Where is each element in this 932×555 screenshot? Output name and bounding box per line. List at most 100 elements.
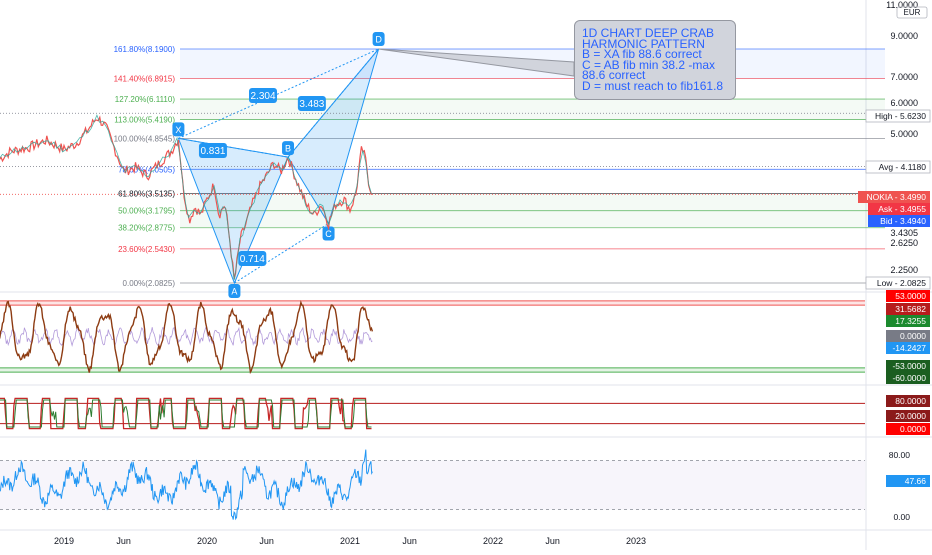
- time-axis-label: 2022: [483, 536, 503, 546]
- osc2-axis-badge: [886, 395, 930, 407]
- osc3-line: [0, 449, 373, 521]
- annotation-line: D = must reach to fib161.8: [582, 78, 724, 93]
- ratio-text: 0.714: [240, 254, 265, 265]
- pattern-point-label: B: [285, 144, 291, 154]
- osc2-axis-badge: [886, 410, 930, 422]
- osc2-axis-badge: [886, 423, 930, 435]
- osc1-axis-text: 17.3255: [895, 316, 926, 326]
- fib-level-label: 0.00%(2.0825): [123, 279, 176, 288]
- ratio-badge: [249, 88, 278, 103]
- fib-level-label: 50.00%(3.1795): [118, 207, 175, 216]
- annotation-line: B = XA fib 88.6 correct: [582, 47, 702, 61]
- pattern-point-label: C: [325, 229, 332, 239]
- price-axis-badge-text: High - 5.6230: [875, 111, 926, 121]
- osc1-axis-text: -53.0000: [892, 361, 926, 371]
- pattern-dotted-bd: [287, 48, 379, 158]
- osc2-signal-line: [0, 399, 372, 428]
- ratio-badge: [238, 251, 267, 266]
- price-axis-badge-text: Bid - 3.4940: [880, 216, 926, 226]
- osc1-axis-badge: [886, 372, 930, 384]
- annotation-box[interactable]: 1D CHART DEEP CRAB HARMONIC PATTERN B = …: [574, 20, 736, 100]
- price-axis-tick: 2.6250: [890, 238, 918, 248]
- pattern-dotted-xb: [178, 137, 289, 158]
- time-axis-label: 2019: [54, 536, 74, 546]
- time-axis-label: Jun: [259, 536, 274, 546]
- ratio-text: 3.483: [299, 99, 324, 110]
- price-axis-badge-text: Avg - 4.1180: [879, 162, 927, 172]
- ratio-text: 2.304: [250, 91, 275, 102]
- price-axis-badge: [865, 276, 931, 290]
- osc1-axis-badge: [886, 360, 930, 372]
- fib-band: [180, 99, 885, 120]
- price-axis-tick: 7.0000: [890, 72, 918, 82]
- osc1-line: [0, 299, 374, 375]
- fib-level-label: 61.80%(3.5135): [118, 190, 175, 199]
- pattern-dotted-xd: [178, 48, 379, 139]
- osc2-line: [0, 397, 372, 430]
- price-axis-badge: [868, 203, 930, 215]
- price-axis-badge: [868, 215, 930, 227]
- pattern-point-label: D: [375, 35, 382, 45]
- osc3-axis-text: 80.00: [889, 450, 911, 460]
- price-axis-tick: 6.0000: [890, 98, 918, 108]
- pattern-point-badge: [172, 122, 185, 137]
- fib-level-label: 127.20%(6.1110): [115, 95, 176, 104]
- price-axis-badge-text: NOKIA - 3.4990: [866, 192, 926, 202]
- pattern-triangle-xab: [177, 137, 289, 285]
- price-axis-tick: 9.0000: [890, 31, 918, 41]
- price-axis-tick: 11.0000: [886, 0, 918, 10]
- fib-level-label: 38.20%(2.8775): [118, 224, 175, 233]
- time-axis-label: 2020: [197, 536, 217, 546]
- osc1-axis-badge: [886, 290, 930, 302]
- pattern-point-badge: [282, 141, 295, 156]
- osc1-lower-band: [0, 367, 865, 373]
- osc1-secondary-line: [0, 326, 373, 347]
- annotation-line: 1D CHART DEEP CRAB: [582, 26, 715, 40]
- annotation-line: 88.6 correct: [582, 68, 646, 82]
- fib-level-label: 161.80%(8.1900): [114, 45, 176, 54]
- currency-label: EUR: [904, 8, 921, 17]
- price-axis-badge: [865, 109, 931, 123]
- osc3-band: [0, 460, 865, 510]
- price-axis-badge: [865, 160, 931, 174]
- time-axis-label: 2023: [626, 536, 646, 546]
- price-series-line: [0, 114, 372, 280]
- price-axis-tick: 5.0000: [890, 129, 918, 139]
- osc3-axis-text: 47.66: [905, 476, 927, 486]
- pattern-dotted-ac: [234, 223, 329, 284]
- time-axis-label: 2021: [340, 536, 360, 546]
- pattern-point-label: A: [231, 287, 237, 297]
- time-axis-label: Jun: [545, 536, 560, 546]
- price-axis-tick: 2.2500: [890, 265, 918, 275]
- price-axis-tick: 3.4305: [890, 228, 918, 238]
- ratio-badge: [198, 143, 227, 158]
- osc2-axis-text: 80.0000: [895, 396, 926, 406]
- price-axis-badge: [858, 191, 930, 203]
- osc1-axis-text: 31.5682: [895, 304, 926, 314]
- osc2-axis-text: 0.0000: [900, 424, 926, 434]
- ratio-text: 0.831: [200, 146, 225, 157]
- osc1-axis-badge: [886, 330, 930, 342]
- ratio-badge: [297, 96, 326, 111]
- annotation-line: C = AB fib min 38.2 -max: [582, 57, 716, 72]
- osc1-upper-band: [0, 300, 865, 306]
- pattern-point-badge: [322, 226, 335, 241]
- currency-box: [896, 6, 928, 19]
- pattern-point-badge: [228, 284, 241, 298]
- fib-level-label: 78.60%(4.0505): [118, 165, 175, 174]
- osc3-axis-badge: [886, 475, 930, 487]
- osc2-axis-text: 20.0000: [895, 411, 926, 421]
- osc1-axis-badge: [886, 303, 930, 315]
- fib-level-label: 113.00%(5.4190): [114, 116, 175, 125]
- osc1-axis-text: 0.0000: [900, 331, 926, 341]
- price-axis-badge-text: Ask - 3.4955: [878, 204, 926, 214]
- pattern-triangle-bcd: [287, 48, 380, 225]
- fib-level-label: 100.00%(4.8545): [114, 134, 176, 143]
- osc1-axis-text: -60.0000: [892, 373, 926, 383]
- pattern-point-badge: [372, 32, 385, 46]
- annotation-line: HARMONIC PATTERN: [582, 36, 705, 51]
- fib-level-label: 23.60%(2.5430): [118, 245, 175, 254]
- pattern-point-label: X: [175, 125, 181, 135]
